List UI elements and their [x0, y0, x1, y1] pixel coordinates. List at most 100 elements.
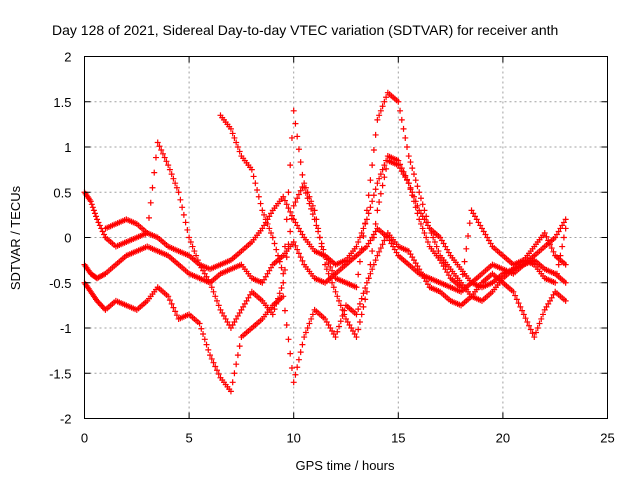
data-point [306, 200, 313, 207]
data-point [360, 232, 367, 239]
data-point [215, 302, 222, 309]
data-point [297, 349, 304, 356]
data-point [404, 144, 411, 150]
data-point [294, 133, 301, 140]
axis-ticks: 0 5 10 15 20 25 -2 -1.5 -1 -0.5 0 0.5 1 1.5 2 [49, 50, 615, 446]
data-point [407, 251, 414, 258]
data-point [410, 257, 417, 264]
data-point [470, 210, 477, 217]
data-point [461, 258, 468, 265]
data-point [315, 228, 322, 235]
data-point [322, 261, 329, 268]
data-point [220, 312, 227, 319]
data-point [536, 320, 543, 327]
data-point [309, 211, 316, 218]
data-point [400, 125, 407, 132]
data-point [372, 257, 379, 264]
data-point [177, 196, 184, 203]
data-point [477, 222, 484, 229]
data-point [259, 207, 266, 214]
data-point [463, 245, 470, 252]
data-point [478, 225, 485, 232]
data-point [548, 245, 555, 252]
data-point [358, 295, 365, 302]
data-point [208, 355, 215, 362]
data-point [96, 222, 103, 229]
data-point [416, 216, 423, 223]
data-point [241, 300, 248, 307]
data-point [468, 207, 475, 214]
data-point [295, 356, 302, 363]
data-point [283, 254, 290, 261]
series-track-5 [217, 89, 569, 304]
data-point [428, 229, 435, 236]
data-point [379, 182, 386, 189]
data-point [295, 146, 302, 153]
data-point [273, 246, 280, 253]
data-point [172, 308, 179, 315]
data-point [384, 234, 391, 241]
data-point [210, 288, 217, 295]
data-point [299, 341, 306, 348]
data-point [210, 359, 217, 366]
data-point [304, 195, 311, 202]
data-point [227, 388, 234, 395]
data-point [562, 279, 569, 286]
data-point [290, 107, 297, 114]
data-point [374, 207, 381, 214]
data-point [329, 328, 336, 335]
data-point [264, 270, 271, 277]
data-point [402, 174, 409, 181]
y-tick-label: 0 [64, 231, 71, 246]
data-point [552, 234, 559, 241]
data-points [81, 89, 569, 395]
data-point [370, 234, 377, 241]
data-point [376, 175, 383, 182]
data-point [358, 245, 365, 252]
data-point [288, 364, 295, 371]
data-point [431, 239, 438, 246]
y-tick-label: -2 [60, 412, 72, 427]
data-point [285, 189, 292, 196]
data-point [299, 231, 306, 238]
data-point [278, 285, 285, 292]
data-point [173, 184, 180, 191]
data-point [332, 334, 339, 341]
data-point [320, 246, 327, 253]
data-point [172, 180, 179, 187]
data-point [262, 216, 269, 223]
data-point [287, 208, 294, 215]
data-point [369, 248, 376, 255]
data-point [367, 204, 374, 211]
data-point [280, 193, 287, 200]
data-point [288, 215, 295, 222]
data-point [201, 336, 208, 343]
data-point [322, 315, 329, 322]
data-point [297, 228, 304, 235]
data-point [229, 321, 236, 328]
data-point [409, 165, 416, 172]
data-point [233, 315, 240, 322]
data-point [388, 240, 395, 247]
data-point [156, 143, 163, 150]
data-point [99, 228, 106, 235]
data-point [424, 219, 431, 226]
data-point [543, 303, 550, 310]
data-point [539, 311, 546, 318]
data-point [334, 328, 341, 335]
data-point [356, 300, 363, 307]
data-point [353, 243, 360, 250]
data-point [161, 154, 168, 161]
data-point [269, 234, 276, 241]
data-point [410, 198, 417, 205]
data-point [421, 229, 428, 236]
x-tick-label: 5 [185, 431, 192, 446]
data-point [290, 202, 297, 209]
data-point [405, 248, 412, 255]
data-point [465, 232, 472, 239]
data-point [353, 311, 360, 318]
data-point [553, 231, 560, 238]
data-point [159, 150, 166, 157]
data-point [308, 205, 315, 212]
data-point [358, 311, 365, 318]
